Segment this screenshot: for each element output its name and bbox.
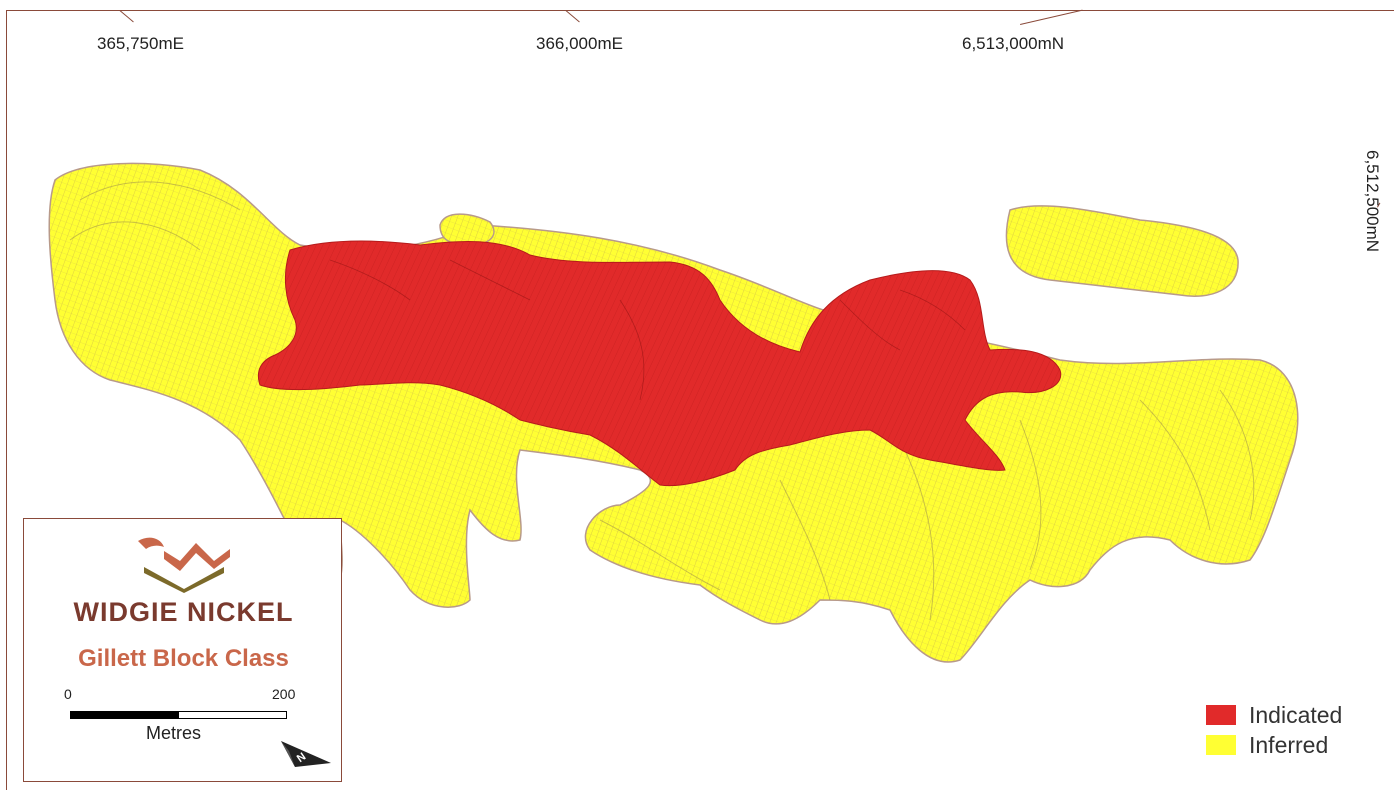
legend-swatch-inferred [1206, 735, 1236, 755]
widgie-logo-icon [138, 537, 230, 593]
legend-label: Inferred [1249, 731, 1329, 758]
indicated-zone [257, 240, 1062, 487]
legend: Indicated Inferred [1206, 700, 1342, 760]
northing-label: 6,513,000mN [962, 34, 1065, 53]
legend-item-indicated: Indicated [1206, 700, 1342, 730]
map-subtitle: Gillett Block Class [78, 645, 289, 672]
scale-max-label: 200 [272, 686, 296, 702]
scale-bar-segment [71, 712, 179, 718]
easting-label: 365,750mE [97, 34, 184, 53]
scale-unit-label: Metres [146, 723, 202, 743]
indicated-mesh-detail [329, 259, 966, 401]
map-frame [6, 10, 1394, 790]
title-block: WIDGIE NICKEL Gillett Block Class 0 200 … [23, 518, 342, 782]
easting-label: 366,000mE [536, 34, 623, 53]
north-arrow-icon: N [281, 741, 331, 767]
scale-min-label: 0 [64, 686, 72, 702]
mesh-fold-lines [69, 181, 1255, 621]
scale-bar-segment [178, 712, 286, 718]
legend-item-inferred: Inferred [1206, 730, 1342, 760]
legend-swatch-indicated [1206, 705, 1236, 725]
northing-label-vertical: 6,512,500mN [1363, 150, 1382, 253]
legend-label: Indicated [1249, 701, 1343, 728]
scale-bar [70, 711, 287, 719]
company-name: WIDGIE NICKEL [73, 597, 294, 627]
